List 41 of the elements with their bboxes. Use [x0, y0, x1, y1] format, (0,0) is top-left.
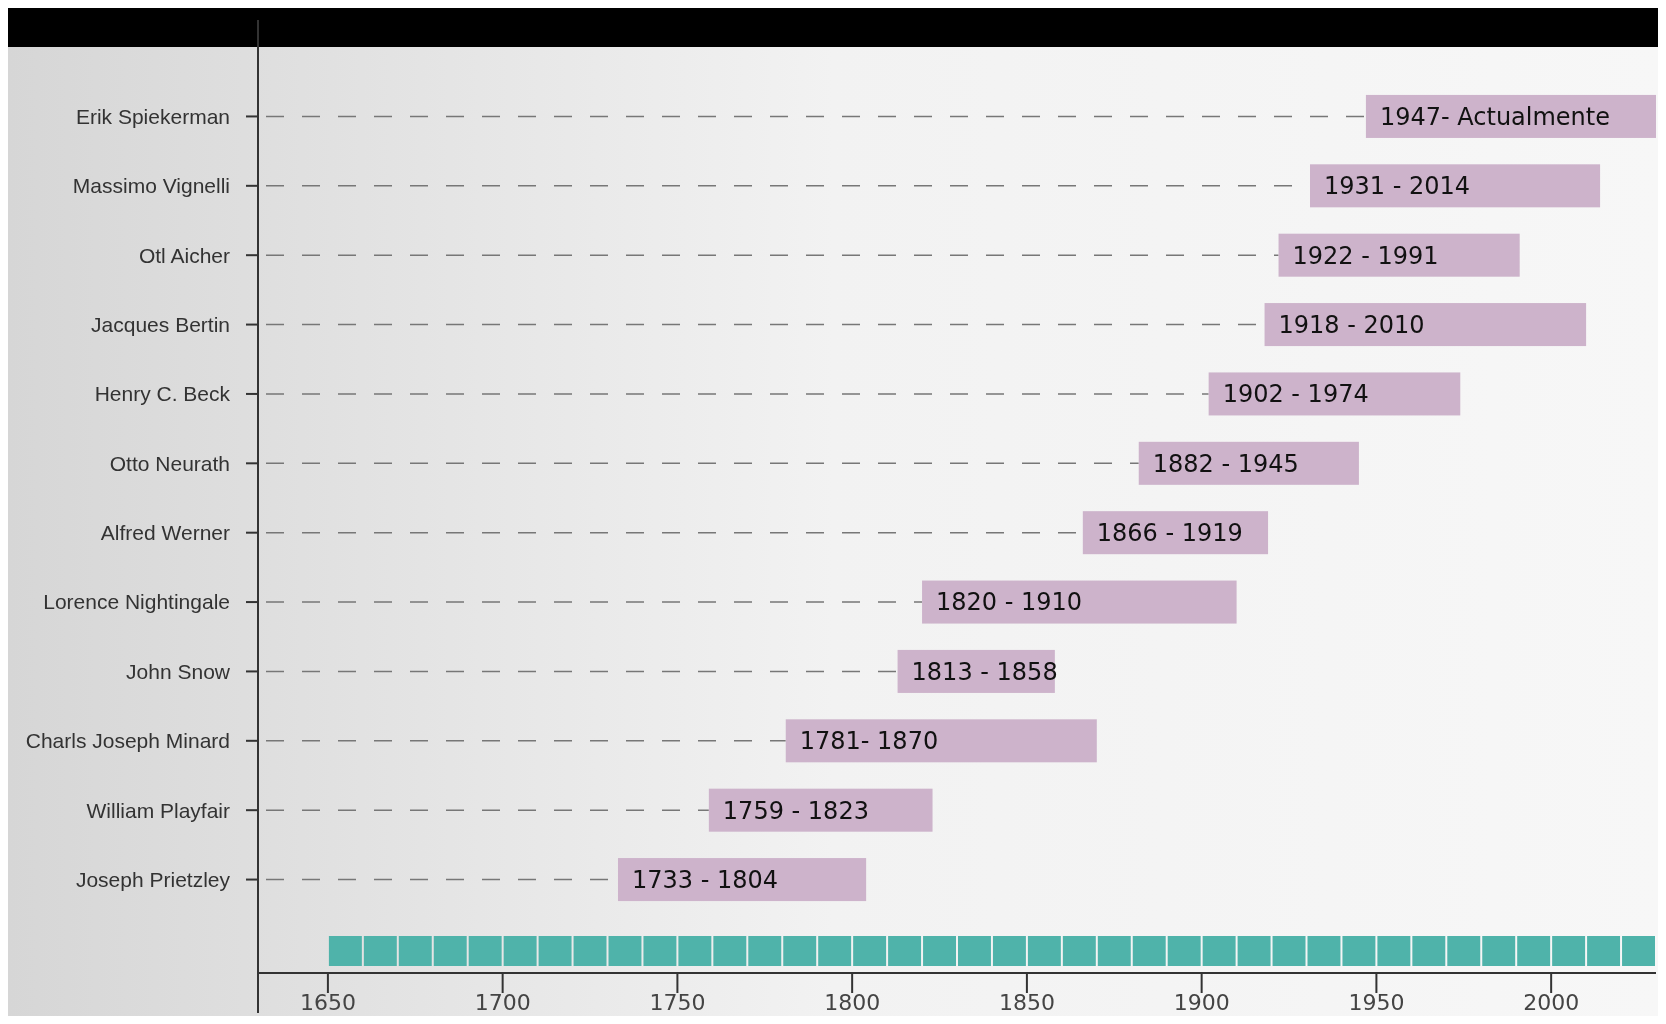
- annotation: 1922 - 1991: [1292, 241, 1439, 270]
- bar: [708, 788, 933, 832]
- y-tick-label: John Snow: [126, 659, 231, 683]
- annotation: 1931 - 2014: [1323, 172, 1471, 201]
- x-tick-label: 1900: [1173, 990, 1230, 1015]
- y-tick-label: Charls Joseph Minard: [25, 729, 230, 753]
- annotation: 1781- 1870: [799, 727, 939, 756]
- annotation: 1813 - 1858: [911, 657, 1058, 686]
- x-tick-label: 2000: [1523, 990, 1580, 1015]
- y-tick-label: Jacques Bertin: [91, 312, 230, 336]
- y-tick-label: William Playfair: [86, 798, 230, 822]
- x-tick-label: 1800: [824, 990, 881, 1015]
- x-tick-label: 1700: [474, 990, 531, 1015]
- bar: [1309, 164, 1601, 208]
- annotation: 1820 - 1910: [936, 588, 1083, 617]
- y-tick-label: Joseph Prietzley: [75, 867, 231, 891]
- bar: [1278, 233, 1520, 277]
- bar: [1138, 441, 1359, 485]
- annotation: 1866 - 1919: [1096, 519, 1243, 548]
- y-tick-label: Otto Neurath: [109, 451, 230, 475]
- y-tick-label: Otl Aicher: [138, 243, 230, 267]
- bar: [1208, 372, 1461, 416]
- y-tick-label: Massimo Vignelli: [72, 174, 230, 198]
- annotation: 1733 - 1804: [631, 865, 779, 894]
- y-tick-label: Henry C. Beck: [94, 382, 231, 406]
- bar: [922, 580, 1237, 624]
- annotation: 1759 - 1823: [722, 796, 869, 825]
- y-tick-label: Lorence Nightingale: [43, 590, 230, 614]
- y-tick-label: Erik Spiekerman: [75, 104, 230, 128]
- x-tick-label: 1950: [1348, 990, 1405, 1015]
- annotation: 1918 - 2010: [1278, 310, 1425, 339]
- annotation: 1882 - 1945: [1152, 449, 1299, 478]
- x-tick-label: 1850: [998, 990, 1055, 1015]
- bar: [617, 858, 867, 902]
- x-tick-label: 1650: [299, 990, 356, 1015]
- x-tick-label: 1750: [649, 990, 706, 1015]
- bar: [785, 719, 1097, 763]
- annotation: 1947- Actualmente: [1379, 102, 1611, 131]
- bar: [1264, 303, 1587, 347]
- y-tick-label: Alfred Werner: [100, 521, 230, 545]
- annotation: 1902 - 1974: [1222, 380, 1369, 409]
